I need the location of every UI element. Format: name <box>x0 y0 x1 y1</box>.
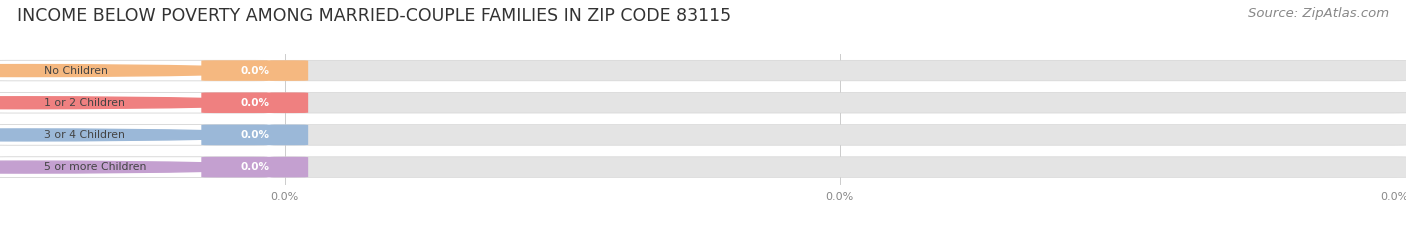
Text: 0.0%: 0.0% <box>240 130 269 140</box>
FancyBboxPatch shape <box>271 125 1406 145</box>
Text: 1 or 2 Children: 1 or 2 Children <box>45 98 125 108</box>
Text: No Children: No Children <box>45 65 108 75</box>
Text: INCOME BELOW POVERTY AMONG MARRIED-COUPLE FAMILIES IN ZIP CODE 83115: INCOME BELOW POVERTY AMONG MARRIED-COUPL… <box>17 7 731 25</box>
Text: 0.0%: 0.0% <box>240 162 269 172</box>
FancyBboxPatch shape <box>0 93 267 113</box>
FancyBboxPatch shape <box>201 157 308 177</box>
FancyBboxPatch shape <box>0 157 267 177</box>
Text: 5 or more Children: 5 or more Children <box>45 162 146 172</box>
FancyBboxPatch shape <box>201 125 308 145</box>
Text: Source: ZipAtlas.com: Source: ZipAtlas.com <box>1249 7 1389 20</box>
FancyBboxPatch shape <box>271 157 1406 177</box>
Text: 0.0%: 0.0% <box>240 98 269 108</box>
Circle shape <box>0 129 283 141</box>
Circle shape <box>0 161 283 173</box>
FancyBboxPatch shape <box>0 60 267 81</box>
FancyBboxPatch shape <box>0 125 267 145</box>
FancyBboxPatch shape <box>201 60 308 81</box>
Text: 0.0%: 0.0% <box>240 65 269 75</box>
FancyBboxPatch shape <box>271 93 1406 113</box>
FancyBboxPatch shape <box>201 93 308 113</box>
Text: 3 or 4 Children: 3 or 4 Children <box>45 130 125 140</box>
Circle shape <box>0 65 283 77</box>
Circle shape <box>0 97 283 109</box>
FancyBboxPatch shape <box>271 60 1406 81</box>
